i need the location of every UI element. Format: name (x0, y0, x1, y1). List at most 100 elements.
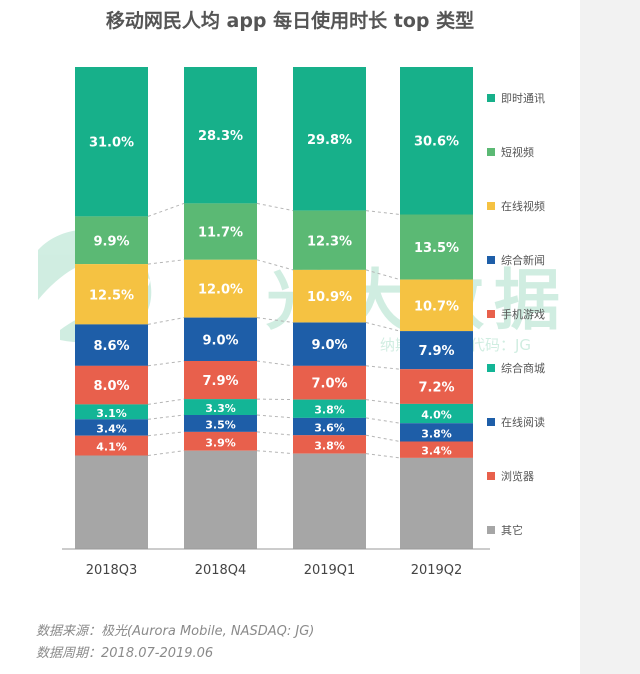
connector-line (147, 317, 185, 325)
connector-line (147, 398, 185, 405)
legend-swatch (487, 472, 495, 480)
data-label: 7.2% (418, 381, 454, 396)
x-tick-label: 2018Q4 (195, 563, 247, 578)
footer-source: 数据来源：极光(Aurora Mobile, NASDAQ: JG) (36, 624, 315, 639)
data-label: 9.9% (93, 234, 129, 249)
data-label: 11.7% (198, 226, 243, 241)
legend-swatch (487, 310, 495, 318)
data-label: 3.4% (96, 423, 127, 436)
legend-swatch (487, 94, 495, 102)
data-label: 3.1% (96, 407, 127, 420)
connector-line (147, 414, 185, 420)
connector-line (365, 365, 401, 370)
data-label: 7.0% (311, 377, 347, 392)
data-label: 3.8% (421, 427, 452, 440)
bar-segment (400, 331, 473, 370)
legend-swatch (487, 526, 495, 534)
bar-segment (184, 399, 257, 415)
legend-swatch (487, 202, 495, 210)
legend-label: 在线阅读 (501, 415, 545, 429)
data-label: 12.5% (89, 288, 134, 303)
legend-swatch (487, 148, 495, 156)
bar-segment (293, 417, 366, 436)
connector-line (147, 202, 185, 217)
legend-label: 综合新闻 (501, 253, 545, 267)
bar-segment (400, 423, 473, 442)
data-label: 9.0% (202, 333, 238, 348)
connector-line (147, 450, 185, 456)
bar-segment (184, 203, 257, 260)
bar-segment (184, 431, 257, 451)
data-label: 7.9% (418, 344, 454, 359)
connector-line (256, 360, 294, 367)
bar-segment (293, 322, 366, 366)
connector-line (365, 453, 401, 459)
data-label: 4.1% (96, 441, 127, 454)
legend-label: 在线视频 (501, 199, 545, 213)
connector-line (365, 417, 401, 424)
bar-segment (293, 453, 366, 549)
bar-segment (400, 279, 473, 332)
bar-segment (400, 403, 473, 424)
x-tick-label: 2018Q3 (86, 563, 138, 578)
bar-segment (75, 67, 148, 217)
connector-line (147, 431, 185, 437)
bar-segment (184, 361, 257, 400)
data-label: 29.8% (307, 133, 352, 148)
connector-line (365, 434, 401, 442)
bar-segment (184, 67, 257, 204)
bar-segment (293, 435, 366, 454)
data-label: 10.9% (307, 290, 352, 305)
bar-segment (293, 67, 366, 211)
bar-segment (293, 210, 366, 270)
bar-segment (75, 264, 148, 325)
data-label: 12.0% (198, 283, 243, 298)
bar-segment (75, 324, 148, 366)
footer-period: 数据周期：2018.07-2019.06 (36, 646, 214, 661)
data-label: 12.3% (307, 234, 352, 249)
data-label: 3.8% (314, 404, 345, 417)
data-label: 28.3% (198, 129, 243, 144)
data-label: 8.6% (93, 339, 129, 354)
bar-segment (293, 399, 366, 418)
data-label: 3.4% (421, 445, 452, 458)
connector-line (147, 360, 185, 367)
data-label: 3.5% (205, 418, 236, 431)
bar-segment (400, 214, 473, 280)
bar-segment (400, 67, 473, 215)
legend-label: 手机游戏 (501, 307, 545, 321)
legend-label: 即时通讯 (501, 92, 545, 105)
connector-line (256, 398, 294, 401)
data-label: 4.0% (421, 409, 452, 422)
bar-segment (293, 269, 366, 323)
bar-segment (184, 259, 257, 318)
data-label: 3.3% (205, 402, 236, 415)
bar-segment (75, 404, 148, 420)
chart-title: 移动网民人均 app 每日使用时长 top 类型 (105, 10, 475, 32)
page-background-strip (580, 0, 640, 674)
legend-swatch (487, 418, 495, 426)
data-label: 7.9% (202, 374, 238, 389)
bar-segment (184, 317, 257, 361)
data-label: 8.0% (93, 379, 129, 394)
bar-segment (75, 455, 148, 549)
connector-line (256, 431, 294, 436)
connector-line (256, 259, 294, 271)
connector-line (147, 259, 185, 265)
bar-segment (400, 457, 473, 549)
connector-line (256, 414, 294, 419)
bar-segment (75, 419, 148, 436)
data-label: 9.0% (311, 338, 347, 353)
legend-swatch (487, 364, 495, 372)
data-label: 31.0% (89, 136, 134, 151)
data-label: 3.8% (314, 439, 345, 452)
data-label: 3.9% (205, 436, 236, 449)
bar-segment (75, 365, 148, 405)
data-label: 13.5% (414, 241, 459, 256)
bar-segment (400, 369, 473, 404)
data-label: 3.6% (314, 422, 345, 435)
legend-label: 浏览器 (501, 469, 534, 483)
stacked-bar-chart: 极光大数据纳斯达克股票代码：JG31.0%9.9%12.5%8.6%8.0%3.… (38, 67, 560, 578)
legend-label: 短视频 (501, 145, 534, 159)
bar-segment (75, 216, 148, 265)
